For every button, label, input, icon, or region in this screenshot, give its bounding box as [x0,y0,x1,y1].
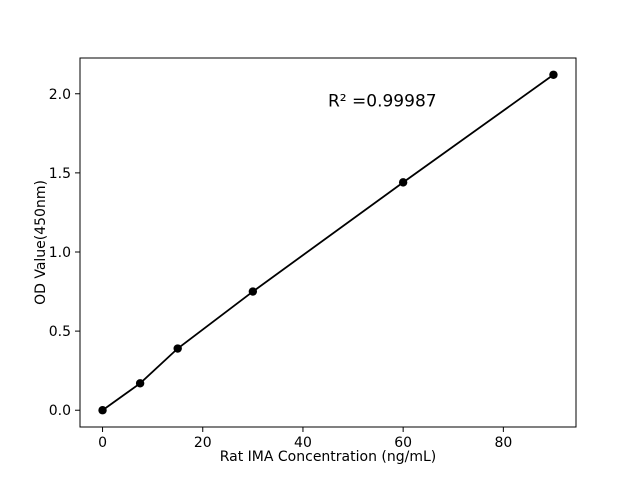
y-tick-label: 2.0 [49,87,71,103]
y-tick-label: 1.0 [49,245,71,261]
x-axis-label: Rat IMA Concentration (ng/mL) [220,449,437,465]
standard-curve-line [102,74,554,411]
y-axis-label: OD Value(450nm) [33,180,49,305]
x-tick-label: 0 [98,435,107,451]
r-squared-annotation: R² =0.99987 [328,91,437,111]
data-point-marker [398,178,408,187]
data-point-marker [98,406,107,415]
plot-border [79,57,577,428]
x-tick-label: 80 [494,435,512,451]
data-point-marker [549,70,558,79]
data-point-marker [135,379,145,388]
y-tick-label: 1.5 [49,166,71,182]
data-point-marker [248,287,258,296]
x-tick-label: 40 [294,435,312,451]
x-tick-label: 20 [194,435,212,451]
y-tick-label: 0.5 [49,324,71,340]
data-point-marker [173,344,182,353]
plot-area: 0 20 40 60 80 0.0 0.5 1.0 1.5 2.0 [49,57,577,451]
y-tick-label: 0.0 [49,403,71,419]
x-tick-label: 60 [394,435,412,451]
